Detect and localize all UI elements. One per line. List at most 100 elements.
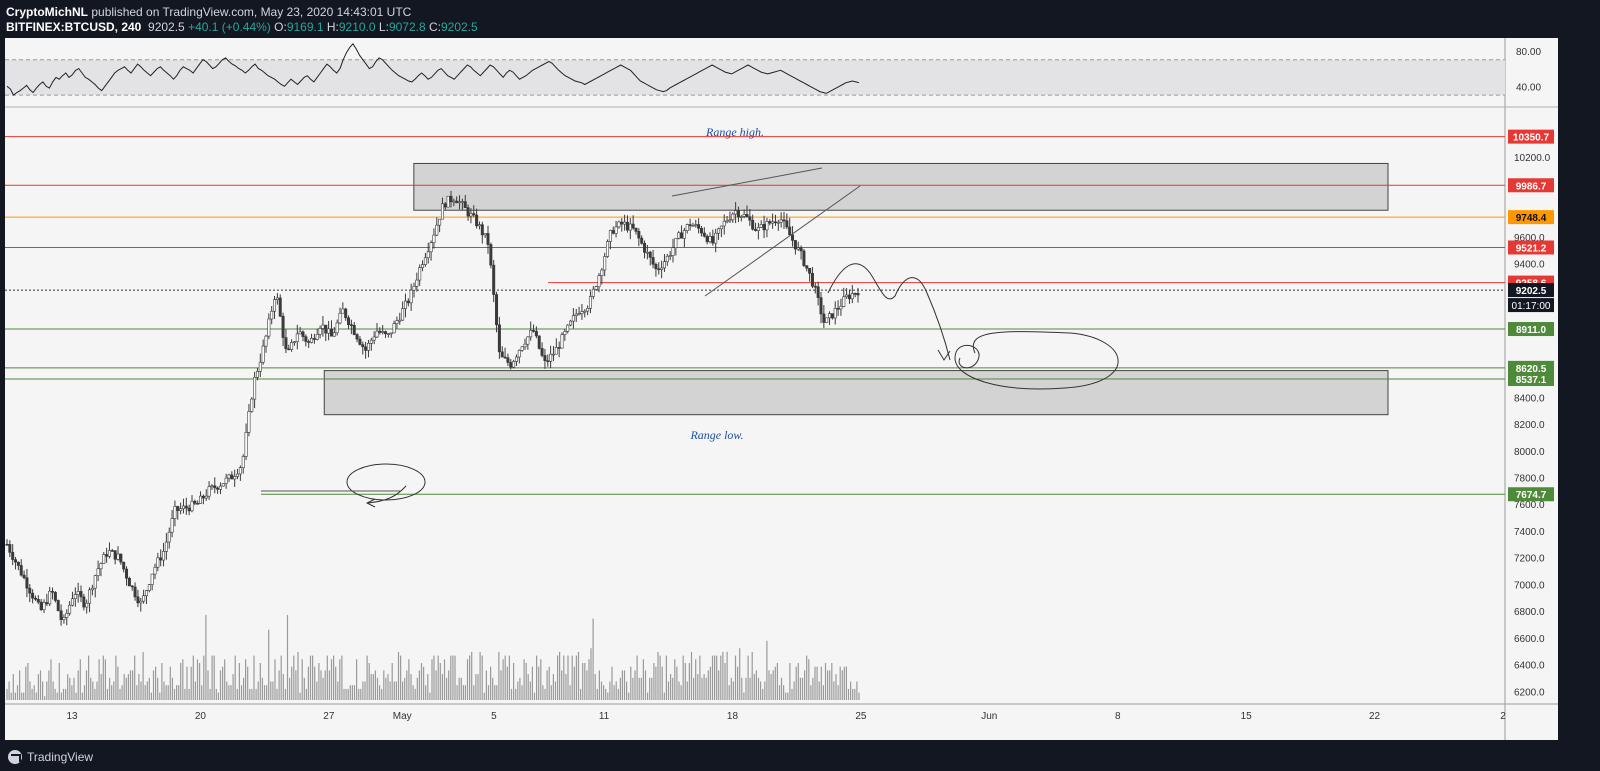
volume-bar bbox=[205, 614, 207, 700]
volume-bar bbox=[259, 663, 261, 700]
volume-bar bbox=[211, 655, 213, 700]
time-axis[interactable] bbox=[5, 704, 1505, 740]
candle-body bbox=[107, 550, 111, 557]
volume-bar bbox=[282, 674, 284, 700]
wedge-bottom-trendline[interactable] bbox=[704, 185, 861, 297]
candle-body bbox=[645, 251, 649, 254]
volume-bar bbox=[628, 692, 630, 700]
volume-bar bbox=[569, 685, 571, 700]
volume-bar bbox=[257, 681, 259, 700]
volume-bar bbox=[142, 651, 144, 700]
candle-body bbox=[728, 219, 732, 222]
candle-body bbox=[805, 265, 809, 269]
candle-body bbox=[59, 610, 63, 620]
breakout-circle-drawing[interactable] bbox=[346, 463, 426, 501]
price-tag[interactable] bbox=[1508, 129, 1554, 144]
price-tag[interactable] bbox=[1508, 360, 1554, 375]
breakout-arrow-drawing[interactable] bbox=[367, 485, 407, 504]
volume-bar bbox=[822, 685, 824, 700]
range-high-zone[interactable] bbox=[413, 162, 1389, 211]
candle-body bbox=[238, 467, 242, 475]
price-tick-label: 7400.0 bbox=[1514, 527, 1545, 538]
candle-body bbox=[822, 313, 826, 323]
candle-body bbox=[489, 244, 493, 266]
candle-body bbox=[836, 308, 840, 310]
volume-bar bbox=[278, 670, 280, 700]
symbol-label[interactable]: BITFINEX:BTCUSD, 240 bbox=[6, 20, 142, 34]
price-tick-label: 7200.0 bbox=[1514, 554, 1545, 565]
volume-bar bbox=[297, 651, 299, 700]
price-tag[interactable] bbox=[1508, 178, 1554, 193]
volume-bar bbox=[230, 685, 232, 700]
volume-bar bbox=[831, 663, 833, 700]
candle-body bbox=[534, 330, 538, 337]
author-name[interactable]: CryptoMichNL bbox=[6, 5, 88, 19]
range-low-zone[interactable] bbox=[323, 370, 1389, 416]
volume-bar bbox=[115, 655, 117, 700]
candle-body bbox=[839, 306, 843, 310]
candle-body bbox=[116, 553, 120, 560]
candle-body bbox=[156, 557, 160, 568]
volume-bar bbox=[508, 655, 510, 700]
price-tag[interactable] bbox=[1508, 487, 1554, 502]
volume-bar bbox=[345, 688, 347, 700]
volume-bar bbox=[780, 677, 783, 700]
candle-body bbox=[660, 267, 664, 270]
candle-body bbox=[295, 333, 299, 342]
volume-bar bbox=[552, 674, 554, 700]
candle-body bbox=[51, 590, 55, 593]
volume-bar bbox=[594, 674, 596, 700]
rsi-band bbox=[5, 59, 1505, 96]
candle-body bbox=[204, 495, 208, 499]
projected-path-drawing[interactable] bbox=[827, 263, 951, 361]
price-tag[interactable] bbox=[1508, 371, 1554, 386]
volume-bar bbox=[318, 663, 320, 700]
target-circle-drawing[interactable] bbox=[954, 331, 1119, 390]
breakout-arrow-icon[interactable] bbox=[365, 498, 376, 508]
candle-body bbox=[253, 377, 257, 400]
price-tag[interactable] bbox=[1508, 240, 1554, 255]
candle-body bbox=[181, 505, 185, 510]
candle-body bbox=[722, 220, 726, 227]
candle-body bbox=[526, 336, 530, 345]
candle-body bbox=[657, 268, 661, 271]
volume-bar bbox=[416, 677, 418, 700]
volume-bar bbox=[427, 674, 429, 700]
volume-bar bbox=[146, 681, 148, 700]
volume-bar bbox=[291, 666, 293, 700]
price-chart[interactable]: Range high. Range low. 6200.0 6400.0 6600.… bbox=[0, 38, 1600, 744]
time-ticks: 13 20 27 May 5 11 18 25 Jun 8 15 22 2 bbox=[66, 711, 1506, 722]
candle-body bbox=[856, 293, 860, 296]
volume-bar bbox=[341, 655, 343, 700]
volume-bar bbox=[71, 685, 73, 700]
volume-bar bbox=[797, 663, 799, 700]
volume-bar bbox=[92, 681, 94, 700]
candle-body bbox=[662, 261, 666, 269]
rsi-pane bbox=[5, 42, 1505, 96]
candle-body bbox=[290, 342, 294, 350]
volume-bar bbox=[858, 692, 860, 700]
candle-body bbox=[611, 230, 615, 234]
high-label: H: bbox=[326, 20, 339, 34]
volume-bar bbox=[117, 666, 119, 700]
volume-bar bbox=[207, 670, 209, 700]
price-tag[interactable] bbox=[1508, 283, 1554, 298]
candle-body bbox=[53, 592, 57, 601]
candle-body bbox=[230, 474, 234, 480]
wedge-top-trendline[interactable] bbox=[671, 167, 823, 197]
time-tick-label: 5 bbox=[491, 711, 497, 722]
volume-bar bbox=[266, 685, 268, 700]
price-tag[interactable] bbox=[1508, 322, 1554, 337]
volume-bar bbox=[446, 677, 448, 700]
candle-body bbox=[347, 317, 351, 325]
tradingview-logo[interactable]: TradingView bbox=[8, 750, 93, 764]
price-tag[interactable] bbox=[1508, 210, 1554, 225]
volume-bar bbox=[747, 655, 749, 700]
price-tick-label: 7600.0 bbox=[1514, 500, 1545, 511]
projection-arrow-icon[interactable] bbox=[937, 349, 951, 361]
candle-body bbox=[577, 313, 581, 315]
volume-bar bbox=[25, 666, 27, 700]
candle-body bbox=[571, 315, 575, 322]
candle-body bbox=[742, 214, 746, 217]
candle-body bbox=[606, 241, 610, 257]
